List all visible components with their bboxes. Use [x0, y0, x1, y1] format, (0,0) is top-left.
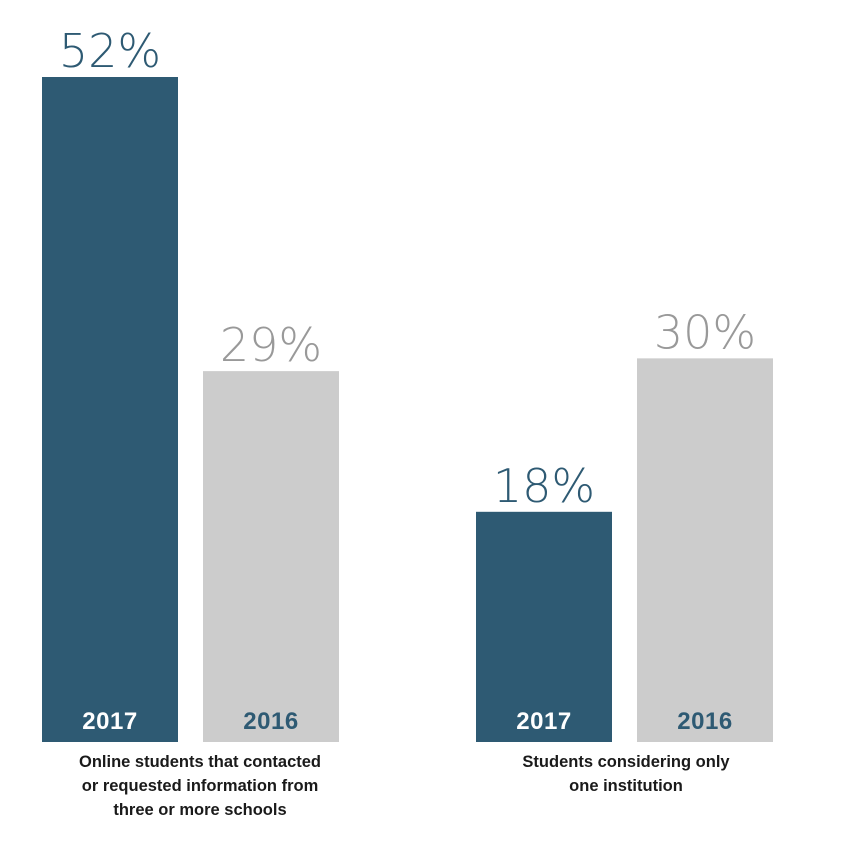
year-label: 2017 — [82, 708, 137, 735]
bar-2016 — [203, 371, 339, 742]
group-label-line: one institution — [569, 777, 683, 795]
value-label: 29% — [220, 318, 322, 372]
group-label-line: or requested information from — [81, 777, 319, 795]
group-label-line: Students considering only — [522, 753, 730, 771]
group-label-line: Online students that contacted — [78, 753, 322, 771]
year-label: 2017 — [516, 708, 571, 735]
value-label: 18% — [493, 459, 595, 513]
bar-2017 — [42, 77, 178, 742]
group-label-line: three or more schools — [113, 801, 287, 819]
year-label: 2016 — [677, 708, 732, 735]
year-label: 2016 — [243, 708, 298, 735]
value-label: 30% — [654, 305, 756, 359]
group-label-contacted-three-or-more: Online students that contacted or reques… — [17, 750, 383, 822]
bar-2016 — [637, 358, 773, 742]
value-label: 52% — [59, 24, 161, 78]
bar-2017 — [476, 511, 612, 742]
group-label-one-institution: Students considering only one institutio… — [444, 750, 808, 798]
